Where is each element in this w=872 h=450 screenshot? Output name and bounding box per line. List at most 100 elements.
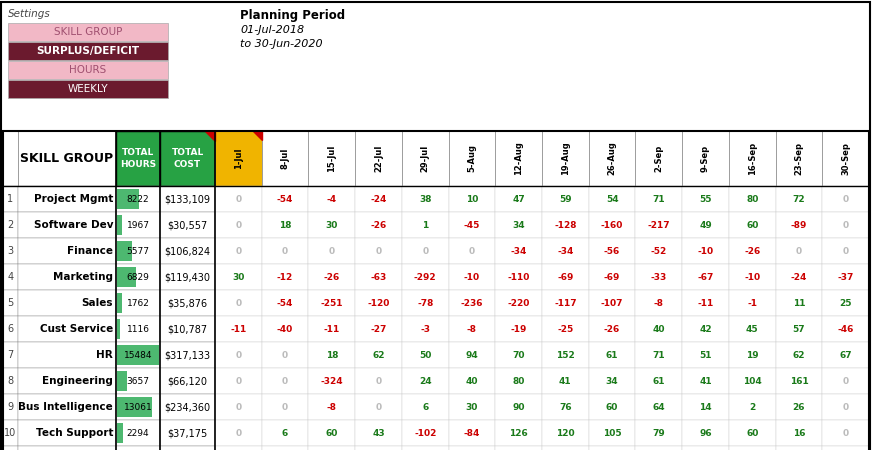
Bar <box>448 264 495 290</box>
Bar <box>682 212 729 238</box>
Bar <box>542 394 589 420</box>
Bar <box>636 368 682 394</box>
Bar <box>822 342 869 368</box>
Bar <box>589 316 636 342</box>
Bar <box>636 186 682 212</box>
Bar <box>309 316 355 342</box>
Text: 8-Jul: 8-Jul <box>281 148 290 169</box>
Text: 13061: 13061 <box>124 402 153 411</box>
Bar <box>495 420 542 446</box>
Bar <box>18 264 116 290</box>
Bar <box>729 394 775 420</box>
Text: Sales: Sales <box>81 298 113 308</box>
Text: SURPLUS/DEFICIT: SURPLUS/DEFICIT <box>37 46 140 56</box>
Bar <box>215 264 262 290</box>
Text: 80: 80 <box>513 377 525 386</box>
Bar <box>589 131 636 186</box>
Bar <box>448 238 495 264</box>
Bar <box>116 212 160 238</box>
Text: -251: -251 <box>321 298 343 307</box>
Bar <box>160 342 215 368</box>
Bar <box>822 238 869 264</box>
Text: HR: HR <box>96 350 113 360</box>
Bar <box>117 371 127 391</box>
Bar <box>215 394 262 420</box>
Text: 55: 55 <box>699 194 712 203</box>
Bar <box>355 446 402 450</box>
Text: 0: 0 <box>235 298 242 307</box>
Text: Finance: Finance <box>67 246 113 256</box>
Text: Project Mgmt: Project Mgmt <box>34 194 113 204</box>
Text: 30: 30 <box>466 402 478 411</box>
Bar <box>636 212 682 238</box>
Text: -54: -54 <box>277 194 293 203</box>
Text: $37,175: $37,175 <box>167 428 208 438</box>
Text: Tech Support: Tech Support <box>36 428 113 438</box>
Text: -52: -52 <box>651 247 667 256</box>
Text: 0: 0 <box>235 247 242 256</box>
Text: 62: 62 <box>372 351 385 360</box>
Bar <box>215 368 262 394</box>
Bar <box>495 238 542 264</box>
Text: 40: 40 <box>466 377 478 386</box>
Bar <box>448 186 495 212</box>
Bar <box>636 264 682 290</box>
Bar <box>117 319 120 339</box>
Bar <box>682 446 729 450</box>
Text: 62: 62 <box>793 351 805 360</box>
Bar <box>495 290 542 316</box>
Text: 0: 0 <box>235 428 242 437</box>
Bar <box>355 264 402 290</box>
Bar <box>262 238 309 264</box>
Text: -292: -292 <box>414 273 437 282</box>
Bar <box>729 264 775 290</box>
Bar <box>589 290 636 316</box>
Text: -217: -217 <box>648 220 670 230</box>
Text: -56: -56 <box>604 247 620 256</box>
Bar <box>729 186 775 212</box>
Text: -26: -26 <box>604 324 620 333</box>
Text: 23-Sep: 23-Sep <box>794 142 803 175</box>
Bar <box>3 342 18 368</box>
Text: 25: 25 <box>840 298 852 307</box>
Text: -34: -34 <box>510 247 527 256</box>
Text: 0: 0 <box>842 377 848 386</box>
Text: 9: 9 <box>8 402 14 412</box>
Text: -120: -120 <box>367 298 390 307</box>
Bar <box>309 394 355 420</box>
Bar <box>448 290 495 316</box>
Text: -8: -8 <box>654 298 664 307</box>
Text: 14: 14 <box>699 402 712 411</box>
Text: 0: 0 <box>282 402 288 411</box>
Text: 79: 79 <box>652 428 665 437</box>
Polygon shape <box>205 131 215 141</box>
Text: 0: 0 <box>376 377 382 386</box>
Text: 8222: 8222 <box>126 194 149 203</box>
Text: 30: 30 <box>325 220 338 230</box>
Text: 60: 60 <box>325 428 338 437</box>
Bar <box>18 186 116 212</box>
Bar <box>355 186 402 212</box>
Bar <box>822 316 869 342</box>
Bar <box>355 290 402 316</box>
Bar <box>682 342 729 368</box>
Text: -11: -11 <box>230 324 247 333</box>
Bar <box>402 342 448 368</box>
Bar <box>262 316 309 342</box>
Bar <box>495 186 542 212</box>
Bar <box>822 264 869 290</box>
Bar <box>402 212 448 238</box>
Text: 71: 71 <box>652 351 665 360</box>
Bar <box>355 212 402 238</box>
Bar <box>542 264 589 290</box>
Text: 51: 51 <box>699 351 712 360</box>
Text: 60: 60 <box>746 428 759 437</box>
Text: -26: -26 <box>744 247 760 256</box>
Bar <box>3 131 18 186</box>
Bar <box>3 394 18 420</box>
Text: SKILL GROUP: SKILL GROUP <box>20 152 113 165</box>
Text: Marketing: Marketing <box>53 272 113 282</box>
Bar <box>589 212 636 238</box>
Bar <box>729 238 775 264</box>
Text: 34: 34 <box>513 220 525 230</box>
